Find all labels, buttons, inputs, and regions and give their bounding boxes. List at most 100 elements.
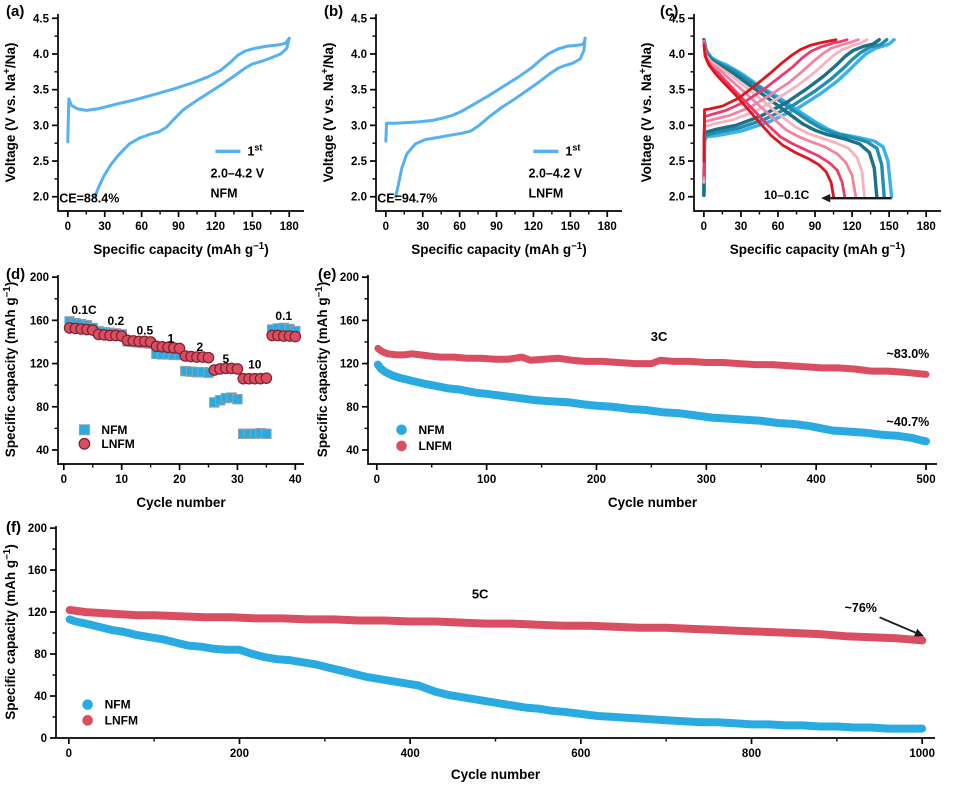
x-tick-label: 90 <box>172 221 185 233</box>
y-tick-label: 2.0 <box>351 192 367 204</box>
x-tick-label: 120 <box>842 221 861 233</box>
x-tick-label: 0 <box>701 221 707 233</box>
x-tick-label: 500 <box>916 474 935 486</box>
annotation: 1st <box>247 143 262 159</box>
annotation: ~76% <box>845 601 877 615</box>
y-tick-label: 3.0 <box>351 120 367 132</box>
series-rate-1C <box>702 38 869 184</box>
x-tick-label: 90 <box>490 221 503 233</box>
x-axis-label: Specific capacity (mAh g−1) <box>411 241 586 257</box>
y-tick-label: 200 <box>340 272 359 284</box>
x-tick-label: 0 <box>383 221 389 233</box>
y-tick-label: 2.5 <box>351 156 368 168</box>
x-tick-label: 800 <box>742 748 761 760</box>
series-rate-0.5C <box>702 38 881 197</box>
annotation: 3C <box>651 329 668 344</box>
legend-swatch-circle <box>396 424 407 436</box>
annotation: LNFM <box>101 437 134 451</box>
annotation: 2 <box>196 340 203 354</box>
legend-swatch-circle <box>396 440 407 452</box>
x-tick-label: 150 <box>243 221 262 233</box>
annotation: 5C <box>472 586 489 601</box>
series-LNFM <box>63 322 302 385</box>
y-tick-label: 3.0 <box>669 120 685 132</box>
data-point <box>260 372 273 384</box>
series-NFM <box>65 615 927 733</box>
axis-spine <box>693 14 941 212</box>
series-rate-5C <box>702 41 847 199</box>
series-rate-2C <box>702 40 858 199</box>
annotation: CE=94.7% <box>377 191 437 205</box>
y-tick-label: 4.0 <box>33 49 49 61</box>
x-tick-label: 30 <box>98 221 111 233</box>
x-axis-label: Specific capacity (mAh g−1) <box>730 241 905 257</box>
panel-letter-a: (a) <box>6 3 25 20</box>
chart-a: 0 30 60 90 120 150 180 2.0 2.5 3.0 3.5 4.0 4.5 Specif… <box>2 13 304 257</box>
arrow-line <box>879 616 916 634</box>
y-axis-label: Specific capacity (mAh g−1) <box>2 544 18 719</box>
annotation: NFM <box>101 423 127 437</box>
x-tick-label: 90 <box>809 221 822 233</box>
axis-spine <box>367 275 937 465</box>
series-rate-0.2C <box>702 38 889 197</box>
y-tick-label: 80 <box>36 402 49 414</box>
data-point <box>289 330 302 343</box>
y-tick-label: 40 <box>346 445 359 457</box>
series-rate-2C <box>702 38 860 181</box>
data-point <box>202 351 215 364</box>
annotation: LNFM <box>419 439 452 453</box>
y-axis-label: Specific capacity (mAh g−1) <box>314 282 330 457</box>
series-rate-5C <box>702 38 849 177</box>
x-tick-label: 200 <box>587 474 606 486</box>
annotation: LNFM <box>105 713 138 727</box>
annotation: LNFM <box>529 186 564 200</box>
x-axis-label: Cycle number <box>136 495 226 510</box>
x-tick-label: 60 <box>453 221 466 233</box>
x-tick-label: 20 <box>173 474 186 486</box>
annotation: 2.0–4.2 V <box>529 166 583 180</box>
y-tick-label: 2.5 <box>669 156 686 168</box>
panel-c: (c) 0 30 60 90 120 150 180 2.0 2.5 3.0 3.5 4.0 4.5 Sp… <box>636 0 953 263</box>
annotation: NFM <box>419 423 445 437</box>
data-point <box>231 363 244 375</box>
y-tick-label: 80 <box>34 649 47 661</box>
annotation: 0.1 <box>275 309 292 323</box>
legend-swatch-circle <box>82 715 93 726</box>
x-tick-label: 180 <box>280 221 299 233</box>
series-LNFM-1st-cycle <box>394 36 587 199</box>
series-rate-0.5C <box>702 38 879 199</box>
y-axis-label: Voltage (V vs. Na+/Na) <box>2 43 18 183</box>
panel-d: (d) 0 10 20 30 40 40 80 120 160 200 Cycle number Sp… <box>0 263 312 516</box>
annotation: CE=88.4% <box>59 191 119 205</box>
y-tick-label: 4.5 <box>351 13 368 25</box>
series-rate-0.1C <box>702 38 896 197</box>
x-tick-label: 60 <box>772 221 785 233</box>
y-tick-label: 160 <box>340 315 359 327</box>
panel-letter-f: (f) <box>6 519 21 536</box>
panel-b: (b) 0 30 60 90 120 150 180 2.0 2.5 3.0 3.5 4.0 4.5 Sp… <box>318 0 636 263</box>
x-tick-label: 150 <box>561 221 580 233</box>
x-tick-label: 0 <box>65 221 71 233</box>
annotation: 10 <box>248 357 262 371</box>
x-tick-label: 60 <box>135 221 148 233</box>
x-tick-label: 30 <box>416 221 429 233</box>
y-tick-label: 4.5 <box>33 13 50 25</box>
y-tick-label: 4.0 <box>669 49 685 61</box>
x-axis-label: Cycle number <box>608 495 698 510</box>
x-tick-label: 120 <box>206 221 225 233</box>
x-tick-label: 400 <box>401 748 420 760</box>
chart-d: 0 10 20 30 40 40 80 120 160 200 Cycle number Specif… <box>2 272 304 510</box>
data-point <box>232 394 243 405</box>
y-tick-label: 4.0 <box>351 49 367 61</box>
y-tick-label: 160 <box>30 315 49 327</box>
arrow-head <box>821 193 831 203</box>
annotation: NFM <box>105 698 131 712</box>
y-tick-label: 120 <box>30 359 49 371</box>
annotation: 10–0.1C <box>764 188 810 202</box>
chart-f: 0 200 400 600 800 1000 0 40 80 120 160 200 Cycle num… <box>2 523 935 782</box>
x-tick-label: 300 <box>697 474 716 486</box>
data-point <box>173 342 186 355</box>
panel-a: (a) 0 30 60 90 120 150 180 2.0 2.5 3.0 3.5 4.0 4.5 Sp… <box>0 0 318 263</box>
